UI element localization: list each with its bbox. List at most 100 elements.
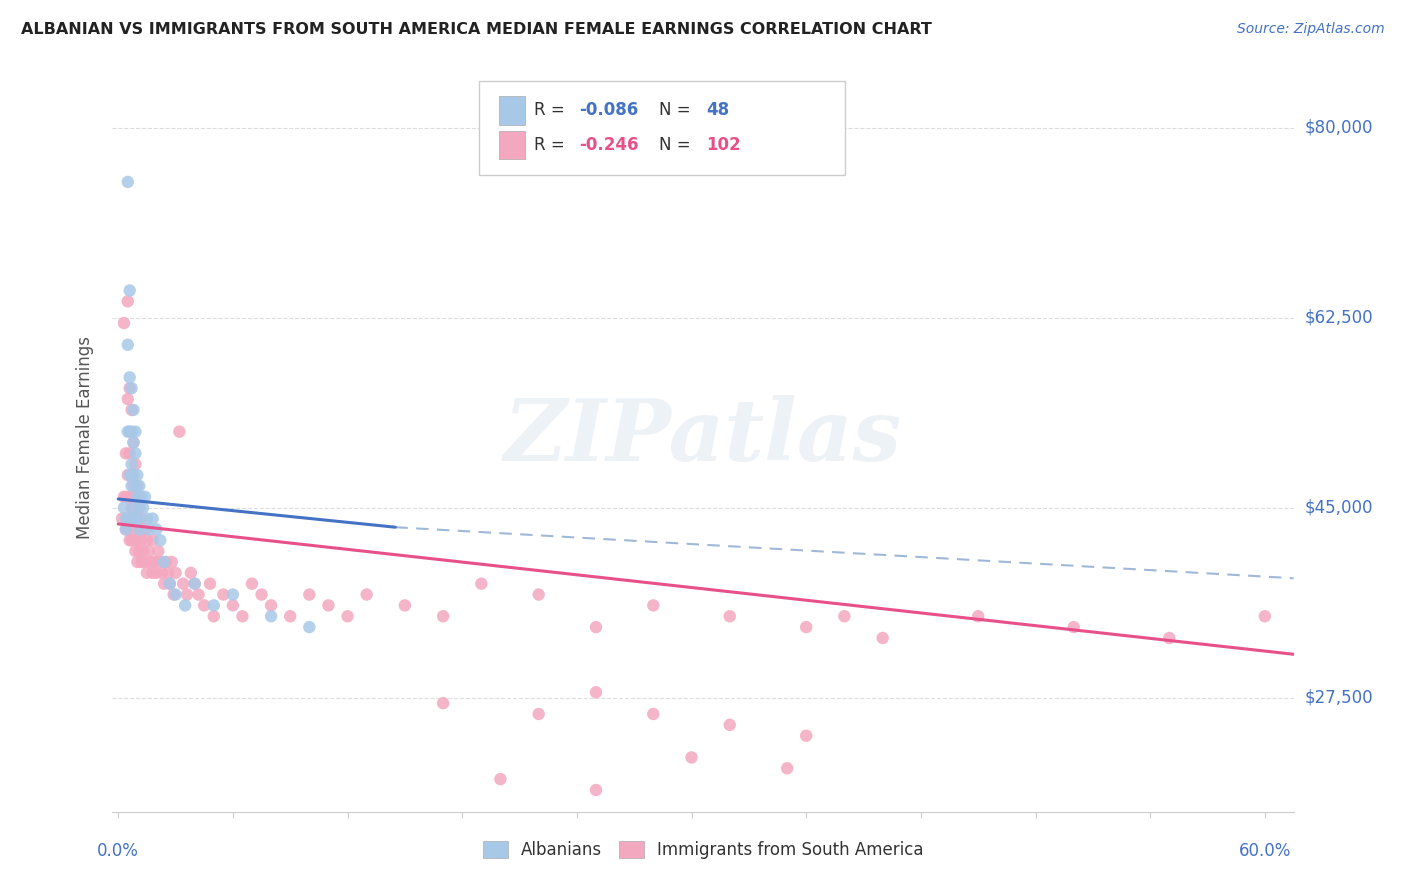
Point [165,588,187,602]
Point [117,522,139,536]
Point [122,435,145,450]
Point [124,544,146,558]
Point [298,588,321,602]
Point [183,576,205,591]
Point [121,511,143,525]
Point [121,500,143,515]
Point [585,783,607,797]
Point [153,576,176,591]
Point [202,599,225,613]
Point [1254,609,1277,624]
Point [176,588,198,602]
Point [432,609,454,624]
Point [318,599,340,613]
Point [155,555,177,569]
Point [145,566,167,580]
Point [138,522,160,536]
Point [115,522,138,536]
Point [142,511,165,525]
Point [124,522,146,536]
Point [193,599,215,613]
Point [117,175,139,189]
Point [132,500,155,515]
Point [356,588,378,602]
Point [118,533,141,548]
Point [127,490,149,504]
Point [718,718,741,732]
Point [643,706,665,721]
Point [470,576,492,591]
Point [198,576,221,591]
Point [127,479,149,493]
Point [165,566,187,580]
Point [180,566,202,580]
Point [681,750,703,764]
Point [121,533,143,548]
Point [112,490,135,504]
Text: $45,000: $45,000 [1305,499,1374,516]
Point [135,511,157,525]
Point [128,522,150,536]
Point [122,500,145,515]
Point [527,588,550,602]
Point [872,631,894,645]
Text: 0.0%: 0.0% [97,842,139,860]
Point [298,620,321,634]
Point [129,511,152,525]
Text: R =: R = [534,102,569,120]
Point [149,533,172,548]
Point [122,403,145,417]
Legend: Albanians, Immigrants from South America: Albanians, Immigrants from South America [474,832,932,867]
Point [121,457,143,471]
Point [121,468,143,483]
Point [967,609,990,624]
Point [118,370,141,384]
Point [118,511,141,525]
Point [111,511,134,525]
Point [162,588,184,602]
Point [278,609,301,624]
Point [643,599,665,613]
Point [143,555,166,569]
Point [128,500,150,515]
Point [336,609,359,624]
Point [117,468,139,483]
Point [127,533,149,548]
Point [124,511,146,525]
Point [124,479,146,493]
Point [134,522,156,536]
Point [135,533,157,548]
Point [129,533,152,548]
Point [794,729,817,743]
Point [718,609,741,624]
Point [118,381,141,395]
Point [115,446,138,460]
Point [212,588,235,602]
Point [124,425,146,439]
Point [121,381,143,395]
Point [794,620,817,634]
Text: R =: R = [534,136,569,153]
Point [122,468,145,483]
Point [122,533,145,548]
Point [169,425,191,439]
Point [128,479,150,493]
Point [121,479,143,493]
Text: 102: 102 [707,136,741,153]
Text: ALBANIAN VS IMMIGRANTS FROM SOUTH AMERICA MEDIAN FEMALE EARNINGS CORRELATION CHA: ALBANIAN VS IMMIGRANTS FROM SOUTH AMERIC… [21,22,932,37]
Text: ZIPatlas: ZIPatlas [503,395,903,479]
Point [172,576,194,591]
FancyBboxPatch shape [478,81,845,175]
Point [128,522,150,536]
Point [122,435,145,450]
Point [834,609,856,624]
Text: $27,500: $27,500 [1305,689,1374,706]
Point [153,555,176,569]
Point [776,761,799,775]
Point [128,500,150,515]
Point [128,544,150,558]
Point [117,425,139,439]
Point [118,284,141,298]
Point [585,685,607,699]
Point [148,544,170,558]
